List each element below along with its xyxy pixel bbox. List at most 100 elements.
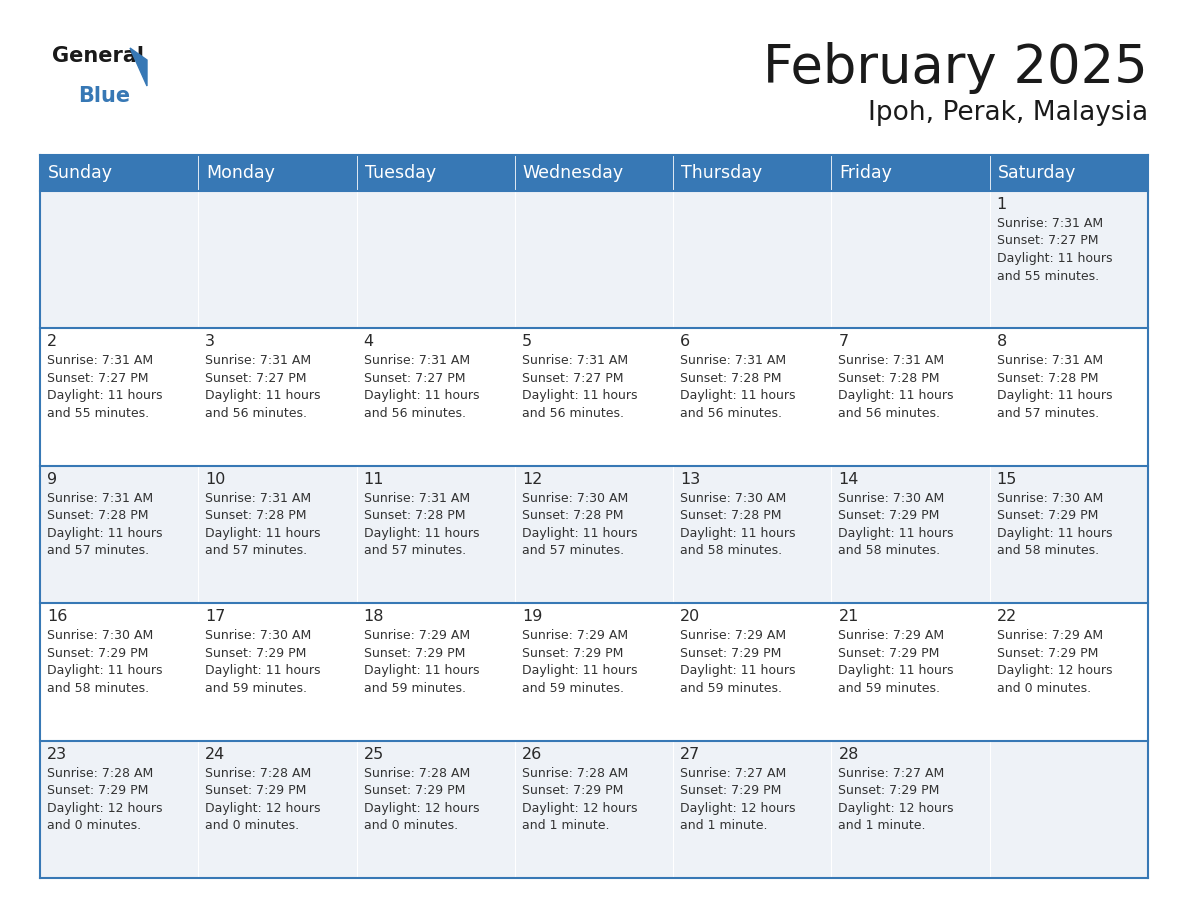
Text: and 59 minutes.: and 59 minutes. xyxy=(839,682,941,695)
Text: Sunrise: 7:31 AM: Sunrise: 7:31 AM xyxy=(48,354,153,367)
Text: Sunset: 7:27 PM: Sunset: 7:27 PM xyxy=(997,234,1098,248)
Text: Sunset: 7:28 PM: Sunset: 7:28 PM xyxy=(364,509,465,522)
Text: Daylight: 11 hours: Daylight: 11 hours xyxy=(48,665,163,677)
Bar xyxy=(198,329,356,465)
Bar xyxy=(832,191,990,329)
Text: and 57 minutes.: and 57 minutes. xyxy=(206,544,308,557)
Text: Daylight: 11 hours: Daylight: 11 hours xyxy=(997,252,1112,265)
Bar xyxy=(514,329,674,465)
Text: Daylight: 11 hours: Daylight: 11 hours xyxy=(364,527,479,540)
Text: Sunset: 7:27 PM: Sunset: 7:27 PM xyxy=(48,372,148,385)
Text: and 1 minute.: and 1 minute. xyxy=(681,819,767,832)
Text: Saturday: Saturday xyxy=(998,164,1076,182)
Bar xyxy=(40,191,198,329)
Text: Daylight: 12 hours: Daylight: 12 hours xyxy=(839,801,954,814)
Text: Sunset: 7:28 PM: Sunset: 7:28 PM xyxy=(522,509,624,522)
Text: Sunrise: 7:29 AM: Sunrise: 7:29 AM xyxy=(997,629,1102,643)
Bar xyxy=(990,603,1148,741)
Text: Sunrise: 7:27 AM: Sunrise: 7:27 AM xyxy=(839,767,944,779)
Bar xyxy=(990,329,1148,465)
Text: Sunset: 7:29 PM: Sunset: 7:29 PM xyxy=(206,646,307,660)
Text: Sunrise: 7:30 AM: Sunrise: 7:30 AM xyxy=(48,629,153,643)
Text: Sunrise: 7:31 AM: Sunrise: 7:31 AM xyxy=(681,354,786,367)
Bar xyxy=(514,191,674,329)
Text: 10: 10 xyxy=(206,472,226,487)
Text: 9: 9 xyxy=(48,472,57,487)
Text: Sunset: 7:28 PM: Sunset: 7:28 PM xyxy=(839,372,940,385)
Text: Sunset: 7:29 PM: Sunset: 7:29 PM xyxy=(839,646,940,660)
Text: 28: 28 xyxy=(839,746,859,762)
Text: Sunrise: 7:29 AM: Sunrise: 7:29 AM xyxy=(522,629,628,643)
Polygon shape xyxy=(129,48,147,86)
Text: Daylight: 12 hours: Daylight: 12 hours xyxy=(681,801,796,814)
Text: Daylight: 11 hours: Daylight: 11 hours xyxy=(522,389,637,402)
Text: and 57 minutes.: and 57 minutes. xyxy=(997,407,1099,420)
Text: Sunrise: 7:30 AM: Sunrise: 7:30 AM xyxy=(839,492,944,505)
Text: and 59 minutes.: and 59 minutes. xyxy=(522,682,624,695)
Text: Sunset: 7:27 PM: Sunset: 7:27 PM xyxy=(364,372,465,385)
Text: Daylight: 11 hours: Daylight: 11 hours xyxy=(48,389,163,402)
Text: Sunset: 7:29 PM: Sunset: 7:29 PM xyxy=(997,646,1098,660)
Text: and 0 minutes.: and 0 minutes. xyxy=(364,819,457,832)
Text: and 55 minutes.: and 55 minutes. xyxy=(48,407,150,420)
Text: Daylight: 12 hours: Daylight: 12 hours xyxy=(206,801,321,814)
Text: and 0 minutes.: and 0 minutes. xyxy=(997,682,1091,695)
Bar xyxy=(40,603,198,741)
Bar xyxy=(198,741,356,878)
Text: Sunrise: 7:28 AM: Sunrise: 7:28 AM xyxy=(364,767,469,779)
Text: 14: 14 xyxy=(839,472,859,487)
Text: Sunset: 7:27 PM: Sunset: 7:27 PM xyxy=(522,372,624,385)
Bar xyxy=(832,741,990,878)
Text: Daylight: 11 hours: Daylight: 11 hours xyxy=(522,665,637,677)
Text: Sunset: 7:29 PM: Sunset: 7:29 PM xyxy=(839,509,940,522)
Bar xyxy=(832,155,990,191)
Text: and 57 minutes.: and 57 minutes. xyxy=(364,544,466,557)
Text: Sunrise: 7:31 AM: Sunrise: 7:31 AM xyxy=(522,354,628,367)
Text: 22: 22 xyxy=(997,610,1017,624)
Text: Daylight: 11 hours: Daylight: 11 hours xyxy=(364,389,479,402)
Text: 18: 18 xyxy=(364,610,384,624)
Text: Sunset: 7:29 PM: Sunset: 7:29 PM xyxy=(48,784,148,797)
Text: Sunrise: 7:31 AM: Sunrise: 7:31 AM xyxy=(48,492,153,505)
Text: 6: 6 xyxy=(681,334,690,350)
Text: 7: 7 xyxy=(839,334,848,350)
Text: Daylight: 11 hours: Daylight: 11 hours xyxy=(364,665,479,677)
Bar xyxy=(356,329,514,465)
Bar xyxy=(674,741,832,878)
Text: and 58 minutes.: and 58 minutes. xyxy=(839,544,941,557)
Text: Sunrise: 7:27 AM: Sunrise: 7:27 AM xyxy=(681,767,786,779)
Text: Friday: Friday xyxy=(840,164,892,182)
Bar xyxy=(356,155,514,191)
Bar xyxy=(198,155,356,191)
Text: Sunrise: 7:30 AM: Sunrise: 7:30 AM xyxy=(997,492,1102,505)
Bar xyxy=(990,191,1148,329)
Text: and 57 minutes.: and 57 minutes. xyxy=(522,544,624,557)
Bar xyxy=(356,191,514,329)
Text: Daylight: 11 hours: Daylight: 11 hours xyxy=(839,389,954,402)
Text: Sunset: 7:28 PM: Sunset: 7:28 PM xyxy=(681,372,782,385)
Text: 20: 20 xyxy=(681,610,701,624)
Text: 2: 2 xyxy=(48,334,57,350)
Text: Monday: Monday xyxy=(207,164,276,182)
Text: Sunset: 7:29 PM: Sunset: 7:29 PM xyxy=(206,784,307,797)
Text: and 59 minutes.: and 59 minutes. xyxy=(364,682,466,695)
Text: Daylight: 11 hours: Daylight: 11 hours xyxy=(522,527,637,540)
Text: Sunset: 7:27 PM: Sunset: 7:27 PM xyxy=(206,372,307,385)
Text: Sunrise: 7:30 AM: Sunrise: 7:30 AM xyxy=(206,629,311,643)
Text: 15: 15 xyxy=(997,472,1017,487)
Text: Sunrise: 7:28 AM: Sunrise: 7:28 AM xyxy=(206,767,311,779)
Text: Daylight: 11 hours: Daylight: 11 hours xyxy=(681,527,796,540)
Text: Sunrise: 7:31 AM: Sunrise: 7:31 AM xyxy=(206,354,311,367)
Text: and 1 minute.: and 1 minute. xyxy=(839,819,925,832)
Text: Wednesday: Wednesday xyxy=(523,164,624,182)
Text: Daylight: 11 hours: Daylight: 11 hours xyxy=(206,527,321,540)
Bar xyxy=(514,603,674,741)
Bar xyxy=(198,191,356,329)
Bar xyxy=(674,155,832,191)
Text: Sunrise: 7:31 AM: Sunrise: 7:31 AM xyxy=(364,492,469,505)
Text: Sunrise: 7:31 AM: Sunrise: 7:31 AM xyxy=(364,354,469,367)
Bar xyxy=(356,465,514,603)
Bar xyxy=(674,329,832,465)
Text: Sunset: 7:28 PM: Sunset: 7:28 PM xyxy=(48,509,148,522)
Bar xyxy=(40,329,198,465)
